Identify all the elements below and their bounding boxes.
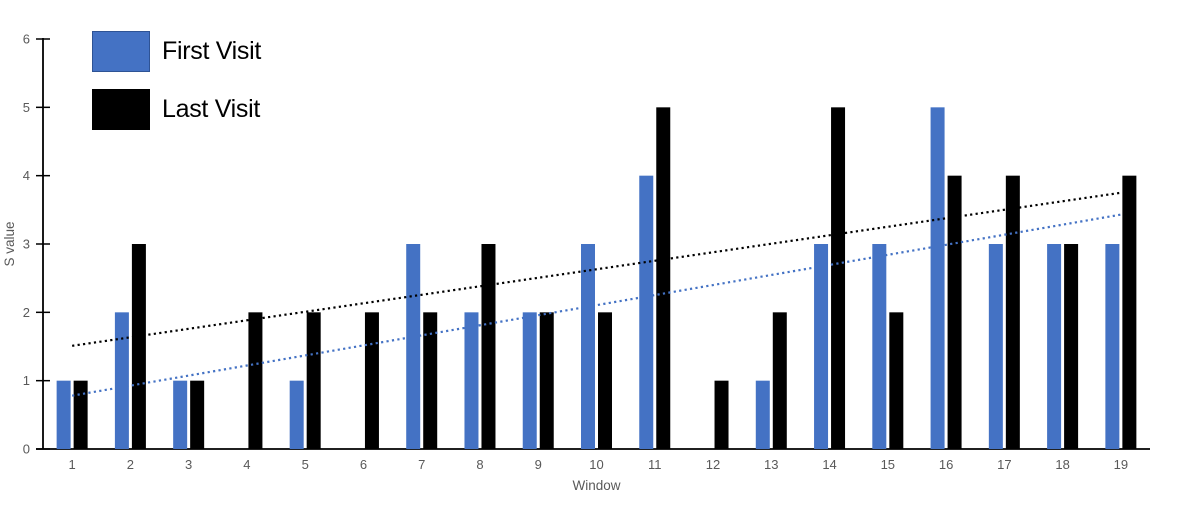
legend-swatch-last-visit [92, 89, 150, 130]
bar-last-visit-w8 [481, 244, 496, 449]
y-tick-label: 3 [23, 237, 30, 252]
legend-item-first-visit: First Visit [92, 31, 261, 72]
x-tick-label: 11 [648, 457, 662, 472]
bar-last-visit-w9 [539, 312, 554, 449]
y-tick-label: 4 [23, 168, 30, 183]
y-tick-label: 1 [23, 373, 30, 388]
x-tick-label: 13 [764, 457, 778, 472]
y-tick-label: 5 [23, 100, 30, 115]
x-tick-label: 8 [476, 457, 483, 472]
trendline-first-visit [71, 213, 1122, 397]
y-axis-title: S value [2, 221, 17, 266]
legend-swatch-first-visit [92, 31, 150, 72]
x-tick-label: 19 [1114, 457, 1128, 472]
x-tick-label: 1 [69, 457, 76, 472]
bar-last-visit-w3 [190, 380, 205, 449]
bar-first-visit-w15 [872, 244, 887, 449]
bar-first-visit-w18 [1047, 244, 1062, 449]
x-tick-label: 5 [302, 457, 309, 472]
bar-first-visit-w7 [406, 244, 421, 449]
bar-first-visit-w14 [814, 244, 829, 449]
bar-first-visit-w2 [114, 312, 129, 449]
bar-first-visit-w19 [1105, 244, 1120, 449]
x-tick-label: 7 [418, 457, 425, 472]
bar-first-visit-w5 [289, 380, 304, 449]
bar-last-visit-w5 [306, 312, 321, 449]
bar-last-visit-w15 [889, 312, 904, 449]
x-tick-label: 15 [881, 457, 895, 472]
bar-first-visit-w17 [988, 244, 1003, 449]
bar-last-visit-w17 [1005, 175, 1020, 449]
bar-first-visit-w9 [522, 312, 537, 449]
trendline-last-visit [71, 191, 1122, 347]
x-tick-label: 18 [1055, 457, 1069, 472]
bar-last-visit-w7 [423, 312, 438, 449]
bar-last-visit-w6 [364, 312, 379, 449]
y-tick-label: 0 [23, 442, 30, 457]
x-tick-label: 12 [706, 457, 720, 472]
bar-last-visit-w19 [1122, 175, 1137, 449]
x-axis-title: Window [572, 478, 620, 493]
x-tick-label: 3 [185, 457, 192, 472]
bar-first-visit-w3 [173, 380, 188, 449]
bar-last-visit-w18 [1064, 244, 1079, 449]
x-tick-label: 9 [535, 457, 542, 472]
x-tick-label: 16 [939, 457, 953, 472]
legend: First Visit Last Visit [92, 31, 261, 130]
x-tick-label: 2 [127, 457, 134, 472]
bar-last-visit-w10 [598, 312, 612, 449]
y-tick-label: 6 [23, 32, 30, 47]
bar-last-visit-w11 [656, 107, 671, 449]
bar-first-visit-w1 [56, 380, 71, 449]
x-tick-label: 6 [360, 457, 367, 472]
x-tick-label: 17 [997, 457, 1011, 472]
bar-last-visit-w2 [131, 244, 146, 449]
x-tick-label: 14 [822, 457, 836, 472]
bar-first-visit-w13 [755, 380, 770, 449]
bar-last-visit-w14 [831, 107, 846, 449]
bar-first-visit-w10 [581, 244, 595, 449]
x-tick-label: 10 [589, 457, 603, 472]
legend-label-first-visit: First Visit [162, 37, 262, 65]
bar-first-visit-w11 [639, 175, 654, 449]
bar-last-visit-w12 [714, 380, 729, 449]
legend-item-last-visit: Last Visit [92, 89, 261, 130]
bar-first-visit-w16 [930, 107, 945, 449]
legend-label-last-visit: Last Visit [162, 95, 260, 123]
bar-last-visit-w13 [772, 312, 787, 449]
bar-last-visit-w1 [73, 380, 88, 449]
bar-last-visit-w4 [248, 312, 263, 449]
bar-first-visit-w8 [464, 312, 479, 449]
y-tick-label: 2 [23, 305, 30, 320]
x-tick-label: 4 [243, 457, 250, 472]
